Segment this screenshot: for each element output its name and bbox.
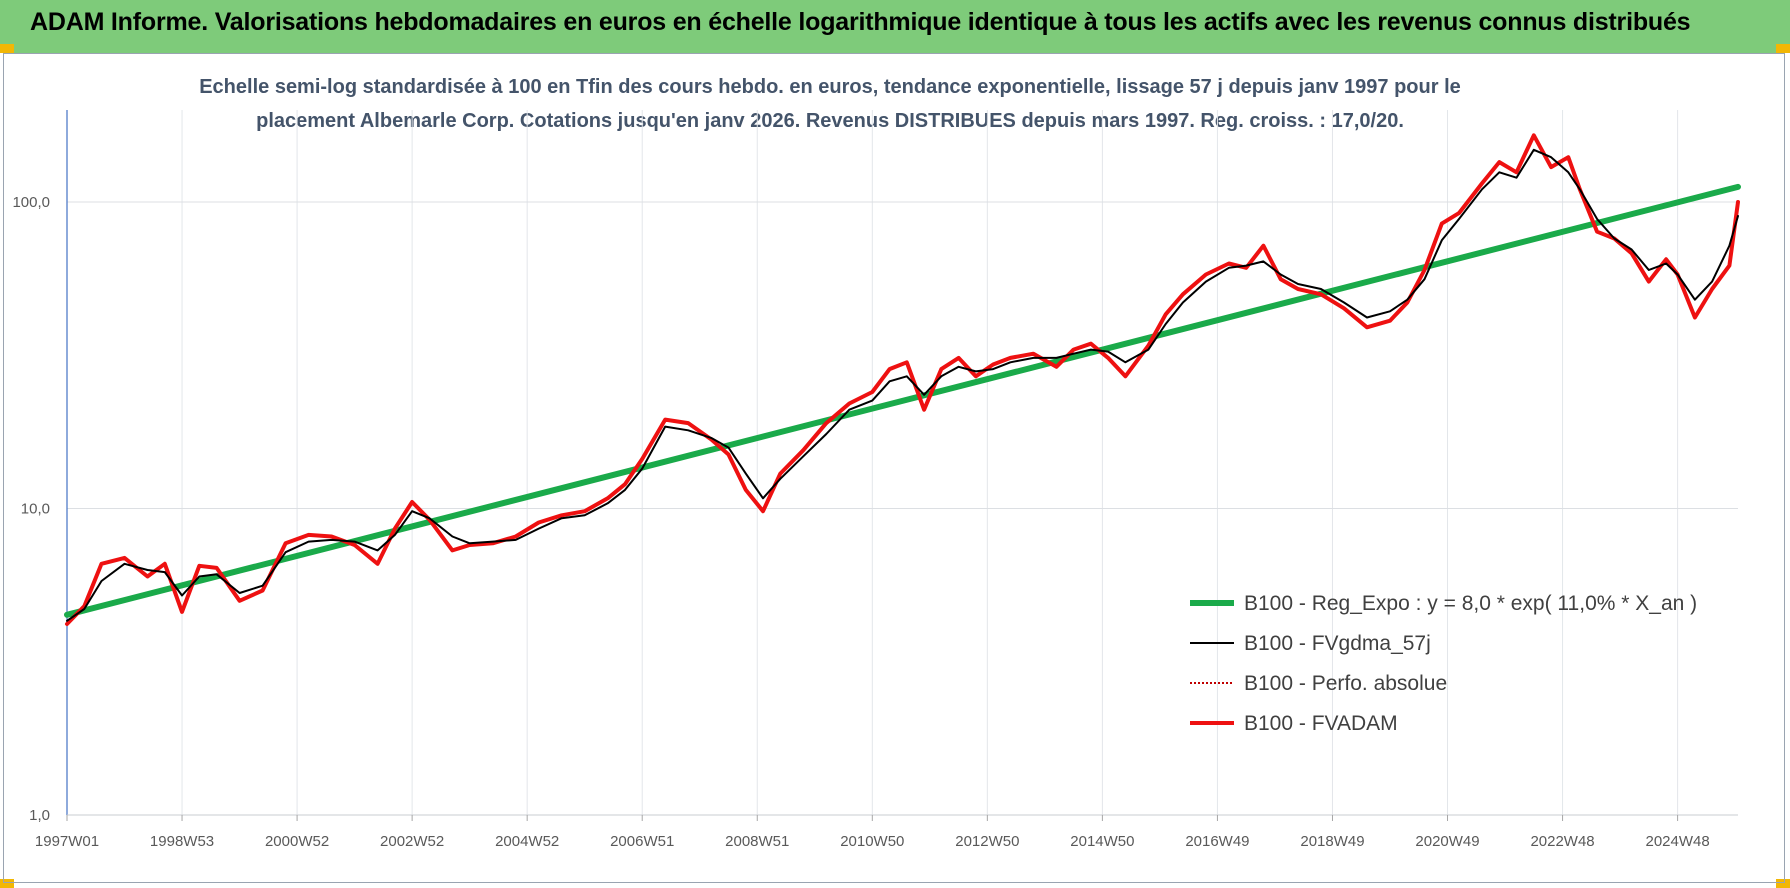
x-tick-label: 2014W50 [1070, 833, 1134, 850]
title-banner: ADAM Informe. Valorisations hebdomadaire… [0, 0, 1790, 53]
legend-label: B100 - Reg_Expo : y = 8,0 * exp( 11,0% *… [1244, 592, 1697, 615]
chart-frame [3, 53, 1785, 883]
x-tick-label: 2022W48 [1530, 833, 1594, 850]
series-line-0 [64, 183, 1741, 618]
corner-marker-top-right [1776, 44, 1790, 53]
series-line-3 [65, 133, 1740, 626]
corner-marker-bottom-right [1776, 879, 1790, 888]
x-tick-label: 1997W01 [35, 833, 99, 850]
x-tick-label: 2010W50 [840, 833, 904, 850]
legend-label: B100 - FVgdma_57j [1244, 632, 1431, 655]
page-title: ADAM Informe. Valorisations hebdomadaire… [30, 8, 1691, 36]
legend-label: B100 - FVADAM [1244, 712, 1398, 735]
x-tick-label: 2004W52 [495, 833, 559, 850]
series-line-1 [66, 148, 1739, 622]
y-tick-label: 10,0 [21, 501, 50, 518]
corner-marker-top-left [0, 44, 14, 53]
x-tick-label: 2016W49 [1185, 833, 1249, 850]
x-tick-label: 2024W48 [1645, 833, 1709, 850]
x-tick-label: 2012W50 [955, 833, 1019, 850]
chart-subtitle-line-2: placement Albemarle Corp. Cotations jusq… [256, 110, 1404, 132]
legend-label: B100 - Perfo. absolue [1244, 672, 1447, 695]
chart-subtitle-line-1: Echelle semi-log standardisée à 100 en T… [199, 76, 1461, 98]
y-tick-label: 1,0 [29, 807, 50, 824]
x-tick-label: 1998W53 [150, 833, 214, 850]
x-tick-label: 2006W51 [610, 833, 674, 850]
x-tick-label: 2018W49 [1300, 833, 1364, 850]
x-tick-label: 2002W52 [380, 833, 444, 850]
x-tick-label: 2000W52 [265, 833, 329, 850]
x-tick-label: 2008W51 [725, 833, 789, 850]
y-tick-label: 100,0 [12, 194, 50, 211]
corner-marker-bottom-left [0, 879, 14, 888]
x-tick-label: 2020W49 [1415, 833, 1479, 850]
